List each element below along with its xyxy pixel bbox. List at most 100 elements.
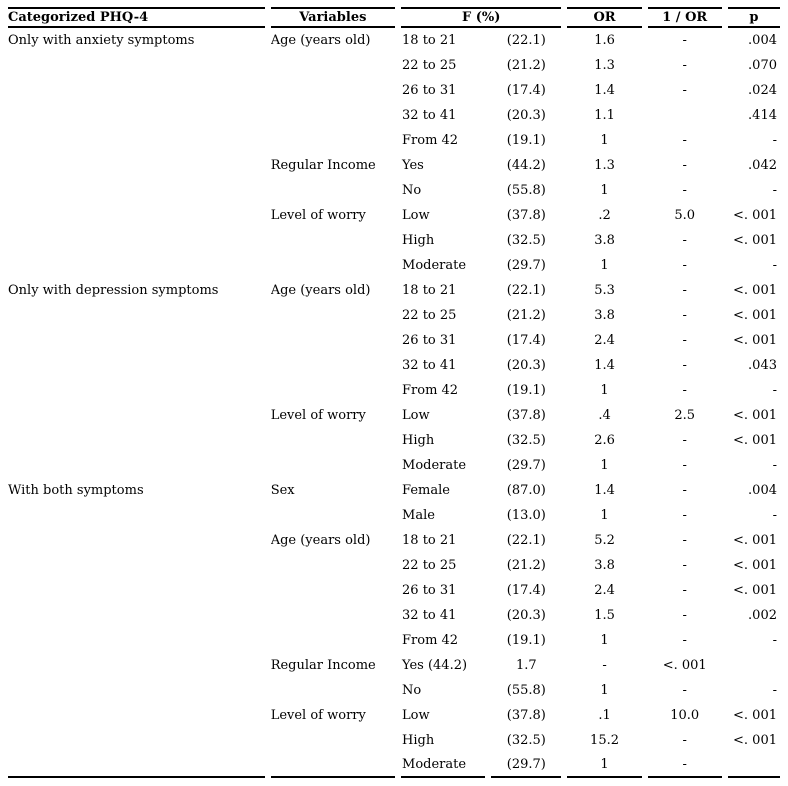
- cell-1-over-or: -: [682, 508, 687, 523]
- cell-category: From 42: [402, 133, 459, 148]
- table-row: With both symptoms Sex Female (87.0) 1.4 - .00…: [8, 478, 780, 503]
- cell-1-over-or: -: [647, 753, 722, 778]
- cell-variable: [271, 303, 395, 328]
- cell-p: .002: [748, 608, 777, 623]
- cell-group-label: [8, 353, 265, 378]
- cell-1-over-or: -: [682, 358, 687, 373]
- cell-variable: Sex: [270, 483, 295, 498]
- cell-f-percent: (37.8): [506, 708, 546, 723]
- cell-variable: Level of worry: [270, 208, 366, 223]
- cell-p: -: [772, 383, 777, 398]
- cell-category: 32 to 41: [402, 358, 457, 373]
- cell-or: 1.4: [594, 358, 615, 373]
- cell-1-over-or: -: [682, 383, 687, 398]
- cell-1-over-or: -: [682, 683, 687, 698]
- cell-category: No: [402, 183, 422, 198]
- cell-category: Moderate: [402, 258, 467, 273]
- cell-or: .4: [598, 408, 611, 423]
- cell-p: <. 001: [733, 583, 777, 598]
- table-row: Level of worry Low (37.8) .2 5.0 <. 001: [8, 203, 780, 228]
- cell-f-percent: (29.7): [506, 458, 546, 473]
- cell-category: No: [402, 683, 422, 698]
- cell-group-label: [8, 628, 265, 653]
- table-row: Moderate (29.7) 1 - -: [8, 453, 780, 478]
- cell-p: <. 001: [733, 533, 777, 548]
- table-row: 32 to 41 (20.3) 1.1 .414: [8, 103, 780, 128]
- cell-variable: [271, 353, 395, 378]
- column-header-or: OR: [567, 7, 642, 28]
- cell-group-label: [8, 253, 265, 278]
- cell-1-over-or: -: [682, 58, 687, 73]
- cell-or: 1.4: [594, 483, 615, 498]
- table-row: Level of worry Low (37.8) .4 2.5 <. 001: [8, 403, 780, 428]
- cell-or: 1.3: [594, 158, 615, 173]
- cell-or: 1: [600, 183, 609, 198]
- cell-category: 18 to 21: [402, 283, 457, 298]
- cell-1-over-or: 2.5: [674, 408, 696, 423]
- cell-f-percent: 1.7: [515, 658, 537, 673]
- cell-f-percent: (19.1): [506, 383, 546, 398]
- cell-f-percent: (22.1): [506, 533, 546, 548]
- cell-f-percent: (19.1): [506, 133, 546, 148]
- cell-1-over-or: -: [682, 33, 687, 48]
- cell-p: [728, 653, 780, 678]
- cell-group-label: [8, 78, 265, 103]
- cell-or: 3.8: [594, 233, 615, 248]
- cell-group-label: Only with depression symptoms: [8, 283, 219, 298]
- cell-p: -: [772, 258, 777, 273]
- table-row: Only with anxiety symptoms Age (years old…: [8, 28, 780, 53]
- cell-variable: [271, 178, 395, 203]
- cell-p: .043: [748, 358, 777, 373]
- table-header: Categorized PHQ-4 Variables F (%) OR 1 /…: [8, 7, 780, 28]
- cell-or: 2.6: [594, 433, 615, 448]
- cell-1-over-or: <. 001: [662, 658, 707, 673]
- cell-variable: [271, 453, 395, 478]
- cell-variable: [271, 103, 395, 128]
- cell-p: <. 001: [733, 308, 777, 323]
- cell-f-percent: (29.7): [491, 753, 562, 778]
- cell-1-over-or: -: [682, 433, 687, 448]
- cell-f-percent: (55.8): [506, 183, 546, 198]
- cell-or: 1.1: [594, 108, 615, 123]
- cell-group-label: [8, 53, 265, 78]
- table-row: High (32.5) 3.8 - <. 001: [8, 228, 780, 253]
- cell-group-label: [8, 178, 265, 203]
- cell-category: 32 to 41: [402, 608, 457, 623]
- cell-p: [727, 753, 780, 778]
- table-row: 22 to 25 (21.2) 3.8 - <. 001: [8, 553, 780, 578]
- cell-1-over-or: -: [682, 633, 687, 648]
- cell-category: Male: [402, 508, 435, 523]
- table-row: No (55.8) 1 - -: [8, 678, 780, 703]
- cell-variable: [271, 128, 395, 153]
- cell-1-over-or: -: [682, 733, 687, 748]
- cell-p: -: [772, 683, 777, 698]
- cell-group-label: [8, 453, 265, 478]
- cell-or: .2: [598, 208, 611, 223]
- cell-variable: Regular Income: [270, 158, 376, 173]
- cell-category: High: [402, 433, 435, 448]
- cell-variable: Level of worry: [270, 708, 366, 723]
- cell-or: 1: [567, 753, 642, 778]
- cell-variable: [271, 53, 395, 78]
- table-row: Regular Income Yes (44.2) 1.7 - <. 001: [8, 653, 780, 678]
- table-row: From 42 (19.1) 1 - -: [8, 128, 780, 153]
- cell-category: High: [402, 233, 435, 248]
- table-row: 26 to 31 (17.4) 2.4 - <. 001: [8, 328, 780, 353]
- cell-variable: [271, 428, 395, 453]
- cell-p: .070: [748, 58, 777, 73]
- cell-p: <. 001: [733, 208, 777, 223]
- cell-p: .414: [748, 108, 777, 123]
- cell-category: From 42: [402, 383, 459, 398]
- cell-group-label: [8, 403, 265, 428]
- cell-or: 15.2: [590, 733, 619, 748]
- cell-p: -: [772, 508, 777, 523]
- cell-category: Low: [402, 208, 430, 223]
- cell-variable: [271, 328, 395, 353]
- cell-1-over-or: -: [682, 558, 687, 573]
- column-header-1-over-or: 1 / OR: [647, 7, 722, 28]
- cell-variable: [271, 628, 395, 653]
- cell-category: 22 to 25: [402, 308, 457, 323]
- cell-f-percent: (21.2): [506, 58, 546, 73]
- table-row: 22 to 25 (21.2) 1.3 - .070: [8, 53, 780, 78]
- cell-1-over-or: -: [682, 258, 687, 273]
